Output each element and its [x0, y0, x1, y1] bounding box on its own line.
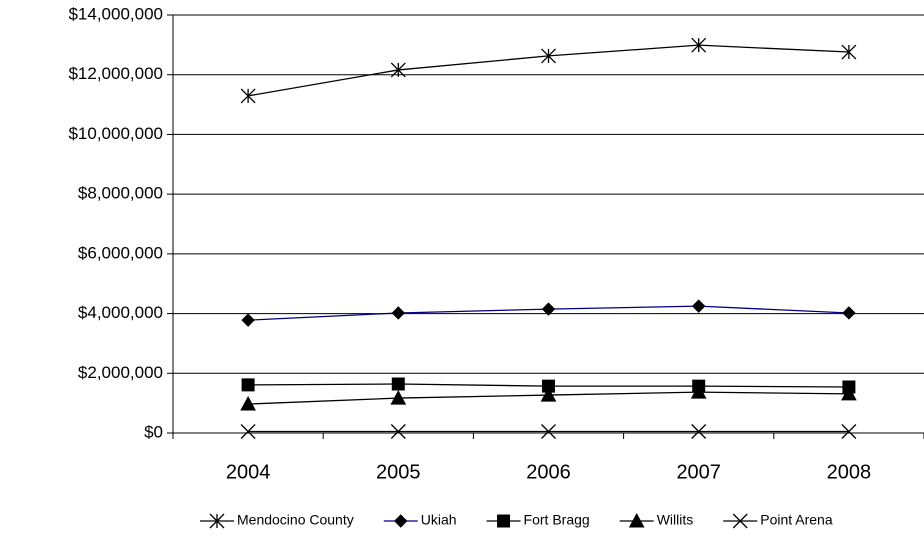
marker — [542, 379, 555, 393]
marker — [842, 306, 856, 320]
y-tick-label: $12,000,000 — [68, 64, 163, 83]
marker — [391, 306, 406, 320]
y-tick-label: $6,000,000 — [78, 243, 163, 262]
y-tick-label: $4,000,000 — [78, 303, 163, 322]
marker — [390, 390, 407, 405]
y-tick-label: $10,000,000 — [68, 124, 163, 143]
marker — [209, 513, 225, 529]
x-tick-label: 2004 — [226, 461, 271, 483]
marker — [691, 424, 707, 439]
legend-label: Mendocino County — [237, 512, 354, 528]
marker — [241, 378, 255, 392]
marker — [390, 62, 406, 78]
y-tick-label: $14,000,000 — [68, 4, 163, 23]
marker — [240, 395, 256, 411]
legend-label: Point Arena — [760, 512, 833, 528]
marker — [390, 424, 406, 439]
marker — [691, 37, 707, 53]
legend-label: Fort Bragg — [524, 512, 590, 528]
marker — [240, 88, 256, 104]
marker — [497, 514, 511, 528]
marker — [841, 44, 857, 60]
y-tick-label: $0 — [144, 422, 163, 441]
marker — [541, 424, 556, 439]
marker — [240, 424, 256, 439]
marker — [690, 384, 707, 399]
x-tick-label: 2005 — [376, 461, 421, 483]
marker — [841, 385, 857, 401]
y-tick-label: $8,000,000 — [78, 184, 163, 203]
marker — [540, 387, 557, 402]
marker — [691, 299, 706, 313]
y-tick-label: $2,000,000 — [78, 363, 163, 382]
marker — [841, 424, 857, 439]
x-tick-label: 2006 — [526, 461, 571, 483]
marker — [391, 377, 405, 391]
marker — [394, 514, 408, 528]
marker — [732, 513, 748, 529]
legend-label: Ukiah — [421, 512, 457, 528]
x-tick-label: 2008 — [827, 461, 872, 483]
marker — [628, 512, 645, 528]
legend-label: Willits — [657, 512, 694, 528]
marker — [241, 313, 255, 327]
x-tick-label: 2007 — [676, 461, 721, 483]
marker — [541, 48, 556, 64]
marker — [541, 302, 556, 316]
